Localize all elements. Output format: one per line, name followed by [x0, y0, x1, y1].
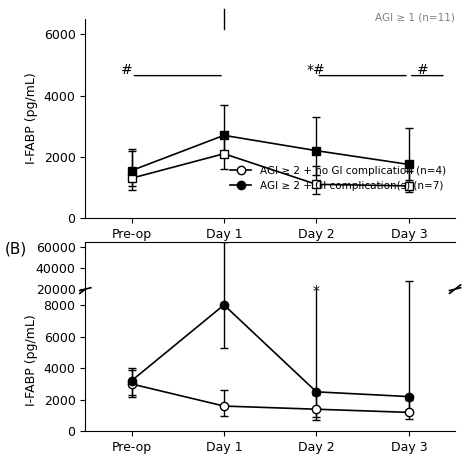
Y-axis label: I-FABP (pg/mL): I-FABP (pg/mL) — [25, 73, 38, 164]
Text: #: # — [121, 63, 133, 77]
Legend: AGI ≥ 2 + no GI complication (n=4), AGI ≥ 2 + GI complication(s) (n=7): AGI ≥ 2 + no GI complication (n=4), AGI … — [226, 162, 450, 195]
Text: *#: *# — [307, 63, 326, 77]
Text: (B): (B) — [5, 242, 27, 257]
Y-axis label: I-FABP (pg/mL): I-FABP (pg/mL) — [25, 314, 38, 406]
Text: #: # — [417, 63, 428, 77]
Text: AGI ≥ 1 (n=11): AGI ≥ 1 (n=11) — [375, 13, 455, 23]
Text: *: * — [313, 284, 320, 299]
